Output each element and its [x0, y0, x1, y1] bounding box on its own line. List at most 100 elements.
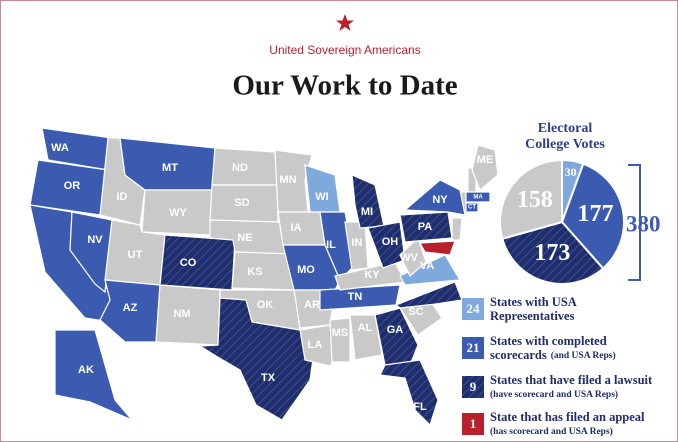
state-shape	[304, 164, 341, 213]
pie-slice	[499, 158, 563, 241]
state-label: MN	[279, 174, 296, 186]
state-label: MT	[162, 162, 178, 174]
state-label: GA	[387, 324, 404, 336]
slice-label: 177	[578, 201, 614, 227]
slice-label: 30	[565, 165, 577, 179]
state-label: ND	[232, 162, 248, 174]
state-shape	[394, 281, 463, 309]
state-shape	[198, 297, 316, 421]
state-shape	[403, 179, 466, 216]
legend-swatch	[462, 413, 484, 435]
state-label: NC	[420, 282, 436, 294]
us-map: WA OR CA NV ID MT WY UT AZ CO NM ND SD NE KS OK TX MN IA MO…	[28, 127, 499, 427]
state-label: ID	[117, 191, 128, 203]
page-title: Our Work to Date	[232, 70, 457, 102]
state-label: OK	[257, 299, 274, 311]
slice-label: 158	[517, 187, 553, 213]
state-shape	[451, 217, 463, 241]
legend-text: States with USA	[490, 295, 577, 309]
legend-swatch	[462, 298, 484, 320]
legend-text: State that has filed an appeal	[490, 410, 645, 424]
state-label: CO	[180, 257, 197, 269]
state-shape	[329, 317, 351, 363]
state-shape	[379, 359, 439, 427]
pie-slice	[560, 162, 625, 270]
state-label: MA	[473, 195, 483, 201]
state-label: MI	[361, 206, 373, 218]
state-shape	[69, 211, 113, 294]
state-label: TX	[261, 372, 276, 384]
state-label: IN	[352, 237, 363, 249]
state-label: CA	[28, 262, 44, 274]
state-label: NY	[432, 194, 448, 206]
state-label: AR	[304, 299, 320, 311]
legend-count: 9	[470, 379, 477, 394]
legend-swatch	[462, 376, 484, 398]
star-icon	[336, 14, 354, 31]
state-label: MO	[297, 264, 315, 276]
legend-text: scorecards	[490, 348, 547, 362]
state-label: SD	[234, 197, 249, 209]
state-label: OR	[64, 180, 81, 192]
legend-count: 24	[467, 301, 481, 316]
state-shape	[399, 211, 453, 243]
legend-count: 1	[470, 416, 477, 431]
state-shape	[399, 236, 427, 277]
legend-text: Representatives	[490, 309, 575, 323]
state-shape	[351, 174, 385, 229]
state-label: VA	[420, 260, 435, 272]
state-label: WA	[51, 142, 69, 154]
state-shape	[419, 240, 456, 256]
state-label: TN	[348, 291, 363, 303]
state-label: AK	[78, 364, 94, 376]
state-shape	[471, 144, 499, 191]
state-label: MS	[332, 327, 349, 339]
state-shape	[349, 314, 383, 361]
state-label: SC	[408, 306, 423, 318]
state-label: UT	[128, 249, 143, 261]
state-label: ME	[477, 154, 494, 166]
state-shape	[399, 254, 462, 286]
org-name: United Sovereign Americans	[269, 43, 420, 57]
pie-slice	[501, 220, 605, 285]
legend-note: (has scorecard and USA Reps)	[490, 426, 613, 437]
state-shape	[54, 329, 133, 421]
slice-label: 173	[534, 240, 570, 266]
state-shape	[282, 244, 341, 291]
state-shape	[374, 307, 419, 366]
state-label: KS	[247, 266, 262, 278]
legend-text: States with completed	[490, 334, 607, 348]
state-shape	[277, 211, 326, 246]
state-label: NM	[173, 308, 190, 320]
state-label: IL	[326, 239, 336, 251]
state-label: WI	[315, 191, 328, 203]
legend-note: (have scorecard and USA Reps)	[490, 389, 618, 400]
state-shape	[465, 191, 491, 203]
state-label: NE	[237, 232, 252, 244]
pie-title: College Votes	[525, 137, 605, 152]
state-label: KY	[364, 269, 380, 281]
legend-swatch	[462, 337, 484, 359]
bracket	[628, 164, 641, 281]
state-label: NV	[87, 234, 103, 246]
state-label: OH	[382, 236, 399, 248]
state-shape	[274, 149, 313, 213]
state-shape	[465, 202, 479, 213]
state-label: AL	[358, 322, 373, 334]
legend-note: (and USA Reps)	[551, 350, 616, 361]
state-label: WY	[169, 207, 187, 219]
state-label: WV	[400, 252, 418, 264]
total-votes: 380	[626, 211, 661, 236]
state-label: FL	[413, 401, 427, 413]
state-shape	[231, 251, 295, 291]
state-label: AZ	[123, 302, 138, 314]
state-shape	[159, 234, 236, 291]
state-label: IA	[291, 222, 302, 234]
pie-title: Electoral	[538, 121, 593, 136]
legend-text: States that have filed a lawsuit	[490, 373, 653, 387]
state-label: CT	[468, 205, 476, 211]
state-label: LA	[308, 339, 323, 351]
